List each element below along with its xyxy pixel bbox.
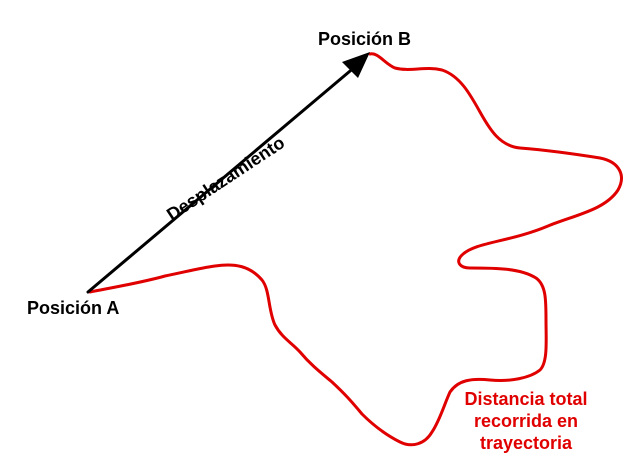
- distance-label-line-2: recorrida en: [473, 411, 579, 431]
- displacement-arrowhead: [342, 52, 370, 78]
- position-b-label: Posición B: [318, 29, 412, 49]
- distance-label: Distancia total recorrida en trayectoria: [446, 388, 606, 454]
- distance-label-line-1: Distancia total: [464, 389, 588, 409]
- trajectory-path: [88, 52, 623, 447]
- position-a-label: Posición A: [27, 298, 120, 318]
- displacement-arrow-line: [86, 64, 358, 294]
- distance-label-line-3: trayectoria: [479, 433, 573, 453]
